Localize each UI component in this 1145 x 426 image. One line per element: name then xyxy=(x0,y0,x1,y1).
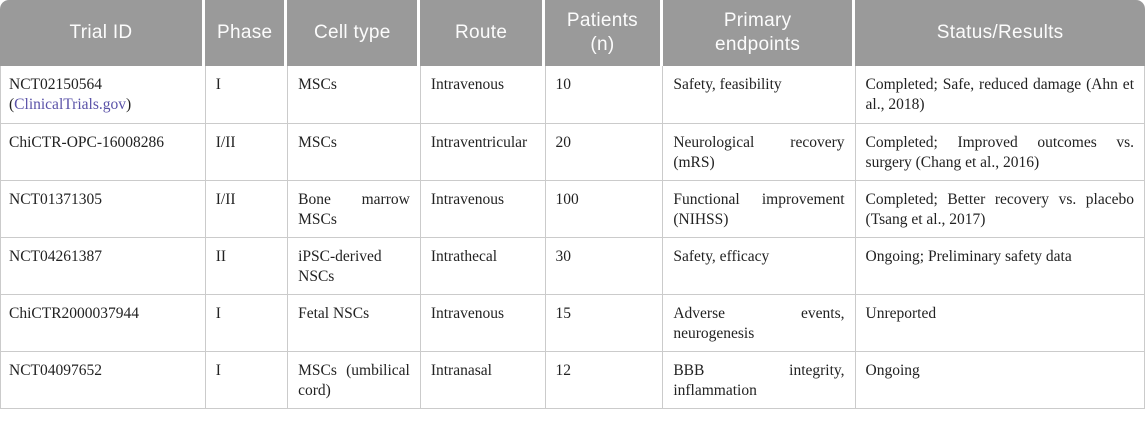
cell-route: Intranasal xyxy=(419,350,546,409)
trial-id-text: NCT02150564 xyxy=(9,76,102,93)
cell-endpoints: Neurological recovery (mRS) xyxy=(662,122,856,181)
cell-trial-id: ChiCTR-OPC-16008286 xyxy=(0,122,206,181)
cell-endpoints: Functional improvement (NIHSS) xyxy=(662,179,856,238)
cell-cell-type: Fetal NSCs xyxy=(287,293,421,352)
table-header: Trial ID Phase Cell type Route Patients … xyxy=(0,0,1145,66)
header-cell-cell-type: Cell type xyxy=(287,0,421,66)
cell-phase: II xyxy=(204,236,289,295)
cell-route: Intravenous xyxy=(419,66,546,124)
cell-status: Ongoing xyxy=(854,350,1145,409)
cell-phase: I xyxy=(204,293,289,352)
header-cell-route: Route xyxy=(420,0,545,66)
header-cell-phase: Phase xyxy=(204,0,288,66)
cell-trial-id: NCT02150564 (ClinicalTrials.gov) xyxy=(0,66,206,124)
header-cell-status: Status/Results xyxy=(855,0,1145,66)
cell-cell-type: MSCs (umbilical cord) xyxy=(287,350,421,409)
cell-trial-id: NCT04261387 xyxy=(0,236,206,295)
cell-endpoints: Safety, feasibility xyxy=(662,66,856,124)
cell-status: Unreported xyxy=(854,293,1145,352)
table-row: NCT04261387 II iPSC-derived NSCs Intrath… xyxy=(0,236,1145,295)
cell-patients: 30 xyxy=(544,236,664,295)
cell-route: Intravenous xyxy=(419,293,546,352)
cell-patients: 20 xyxy=(544,122,664,181)
cell-cell-type: iPSC-derived NSCs xyxy=(287,236,421,295)
cell-status: Completed; Improved outcomes vs. surgery… xyxy=(854,122,1145,181)
cell-trial-id: ChiCTR2000037944 xyxy=(0,293,206,352)
cell-route: Intrathecal xyxy=(419,236,546,295)
cell-endpoints: BBB integrity, inflammation xyxy=(662,350,856,409)
trial-link-wrap: (ClinicalTrials.gov) xyxy=(9,96,131,113)
cell-trial-id: NCT01371305 xyxy=(0,179,206,238)
paren-close: ) xyxy=(125,96,132,114)
cell-phase: I/II xyxy=(204,179,289,238)
paren-open: ( xyxy=(9,96,15,114)
cell-status: Completed; Better recovery vs. placebo (… xyxy=(854,179,1145,238)
cell-cell-type: Bone marrow MSCs xyxy=(287,179,421,238)
table-row: NCT02150564 (ClinicalTrials.gov) I MSCs … xyxy=(0,66,1145,124)
table-row: ChiCTR2000037944 I Fetal NSCs Intravenou… xyxy=(0,293,1145,352)
cell-patients: 12 xyxy=(544,350,664,409)
cell-trial-id: NCT04097652 xyxy=(0,350,206,409)
cell-route: Intravenous xyxy=(419,179,546,238)
cell-patients: 100 xyxy=(544,179,664,238)
cell-status: Completed; Safe, reduced damage (Ahn et … xyxy=(854,66,1145,124)
header-cell-patients: Patients (n) xyxy=(545,0,663,66)
cell-endpoints: Adverse events, neurogenesis xyxy=(662,293,856,352)
cell-endpoints: Safety, efficacy xyxy=(662,236,856,295)
table-row: NCT04097652 I MSCs (umbilical cord) Intr… xyxy=(0,350,1145,409)
table-body: NCT02150564 (ClinicalTrials.gov) I MSCs … xyxy=(0,66,1145,409)
cell-phase: I xyxy=(204,66,289,124)
table-row: ChiCTR-OPC-16008286 I/II MSCs Intraventr… xyxy=(0,122,1145,181)
cell-cell-type: MSCs xyxy=(287,122,421,181)
cell-patients: 10 xyxy=(544,66,664,124)
cell-cell-type: MSCs xyxy=(287,66,421,124)
cell-patients: 15 xyxy=(544,293,664,352)
cell-phase: I xyxy=(204,350,289,409)
table-row: NCT01371305 I/II Bone marrow MSCs Intrav… xyxy=(0,179,1145,238)
header-cell-endpoints: Primary endpoints xyxy=(662,0,856,66)
clinicaltrials-link[interactable]: ClinicalTrials.gov xyxy=(14,96,126,114)
cell-phase: I/II xyxy=(204,122,289,181)
header-cell-trial-id: Trial ID xyxy=(0,0,205,66)
cell-route: Intraventricular xyxy=(419,122,546,181)
cell-status: Ongoing; Preliminary safety data xyxy=(854,236,1145,295)
